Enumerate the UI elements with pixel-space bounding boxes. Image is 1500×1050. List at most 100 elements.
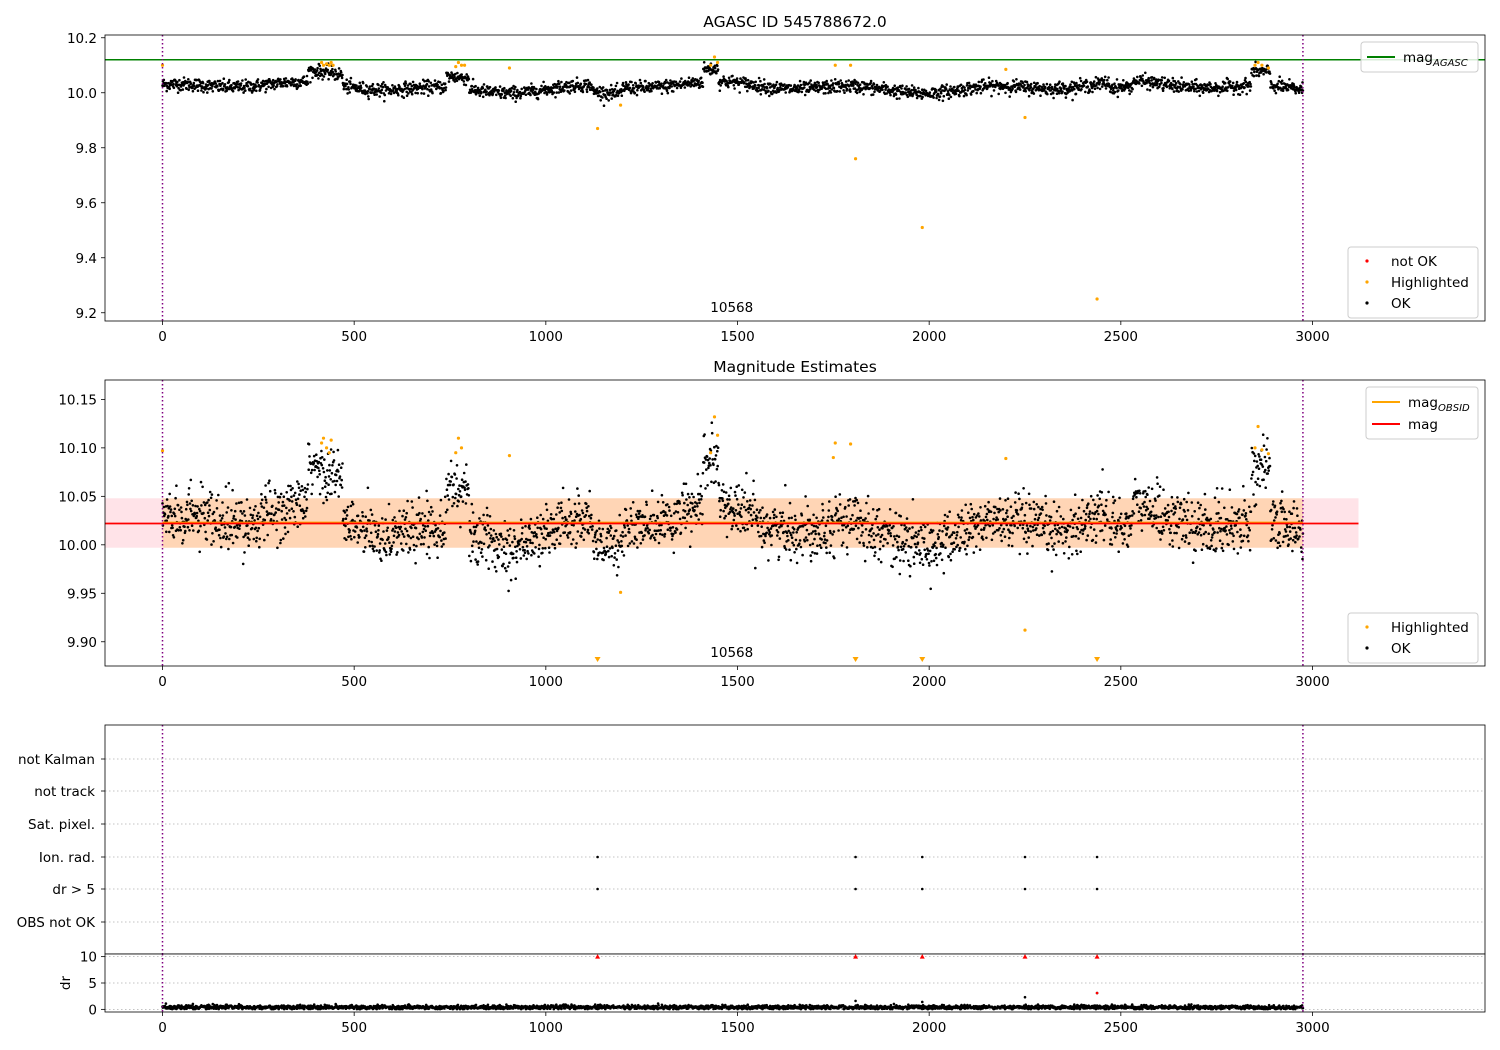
ok-point [900,87,903,90]
ok-point [588,489,591,493]
ok-point [500,535,503,538]
ok-point [488,544,491,547]
ok-point [468,554,471,558]
ok-point [372,87,376,90]
ok-point [904,526,908,529]
ok-point [305,74,309,78]
ok-point [419,543,423,546]
ok-point [593,535,597,539]
ok-point [676,511,680,514]
ok-point [744,77,747,80]
ok-point [842,89,845,92]
ok-point [1013,524,1016,528]
ok-point [626,524,629,527]
x-tick-label: 0 [158,329,167,345]
ok-point [731,74,734,78]
ok-point [990,538,994,542]
ok-point [404,527,407,531]
ok-point [985,512,989,516]
highlighted-point [1260,63,1264,67]
ok-point [799,83,803,87]
ok-point [1029,507,1033,510]
ok-point [1077,537,1080,540]
ok-point [832,530,836,533]
ok-point [538,564,542,568]
ok-point [481,86,485,90]
ok-point [315,69,319,72]
ok-point [858,83,862,86]
ok-point [1074,512,1077,515]
ok-point [338,475,342,478]
ok-point [1085,80,1089,84]
ok-point [1136,75,1139,79]
ok-point [293,491,297,495]
ok-point [491,560,494,563]
ok-point [276,546,279,550]
ok-point [739,507,743,510]
ok-point [528,527,531,530]
ok-point [638,78,642,82]
ok-point [1074,534,1078,538]
ok-point [1294,91,1297,95]
ok-point [620,550,624,553]
ok-point [1018,552,1022,556]
ok-point [624,508,628,512]
ok-point [607,555,611,559]
ok-point [310,492,314,496]
ok-point [466,483,470,486]
ok-point [485,533,488,536]
ok-point [247,544,250,547]
ok-point [940,558,944,562]
ok-point [514,85,517,89]
ok-point [578,513,581,517]
ok-point [627,527,631,531]
ok-point [241,79,244,82]
ok-point [942,543,945,547]
ok-point [878,547,882,551]
ok-point [557,526,560,530]
ok-point [992,517,995,521]
ok-point [370,540,374,544]
ok-point [443,531,446,534]
ok-point [616,549,620,552]
highlighted-point [833,63,837,67]
ok-point [378,549,382,552]
ok-point [340,76,344,80]
ok-point [286,530,290,534]
ok-point [953,85,956,89]
ok-point [605,88,609,92]
highlighted-point [327,63,331,67]
ok-point [675,86,679,90]
ok-point [627,83,630,86]
ok-point [444,537,447,540]
ok-point [252,508,256,512]
ok-point [552,91,556,94]
ok-point [845,515,848,518]
ok-point [585,90,589,94]
ok-point [385,553,388,557]
ok-point [1064,96,1068,99]
ok-point [969,502,973,506]
ok-point [853,78,856,82]
ok-point [692,495,695,499]
ok-point [604,93,607,97]
ok-point [555,91,558,94]
ok-point [715,467,719,471]
ok-point [189,82,193,85]
ok-point [412,543,416,547]
ok-point [444,86,448,89]
ok-point [252,88,256,92]
ok-point [256,517,260,521]
ok-point [574,510,577,513]
ok-point [1172,90,1176,93]
ok-point [643,534,646,537]
ok-point [1061,90,1064,93]
ok-point [710,71,714,75]
ok-point [178,508,181,512]
ok-point [672,551,676,555]
ok-point [523,551,527,555]
ok-point [192,529,195,532]
ok-point [599,99,602,102]
ok-point [1238,93,1242,96]
ok-point [716,64,719,68]
